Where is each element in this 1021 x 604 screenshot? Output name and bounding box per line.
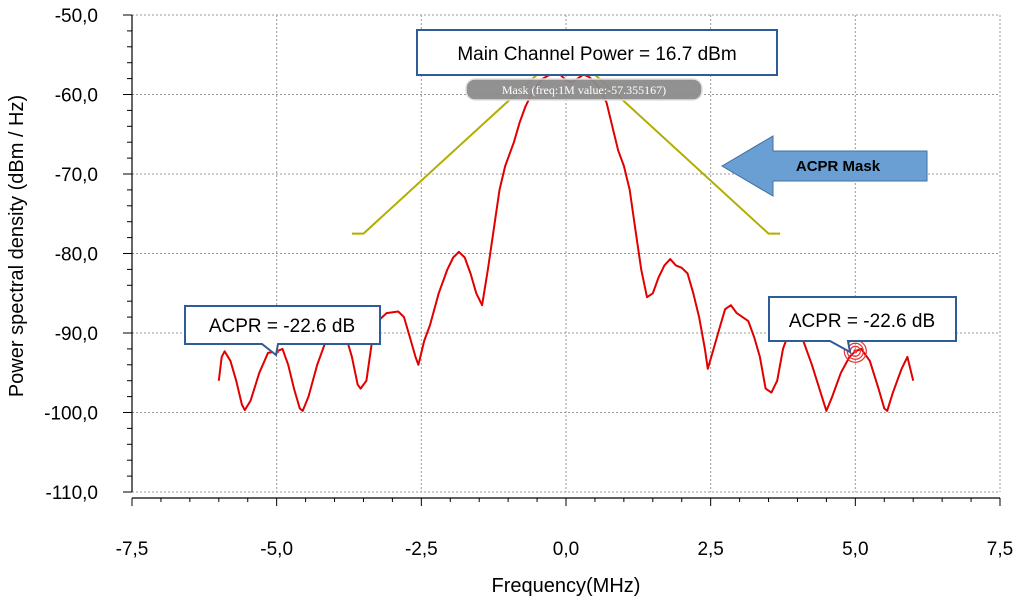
y-tick-label: -90,0 [55, 324, 98, 345]
acpr-marker-dot [853, 349, 858, 354]
x-tick-label: 0,0 [553, 539, 579, 560]
x-tick-label: 5,0 [842, 539, 868, 560]
x-tick-label: 7,5 [987, 539, 1013, 560]
main-channel-power-callout: Main Channel Power = 16.7 dBm [416, 29, 778, 76]
acpr-left-label: ACPR = -22.6 dB [209, 316, 355, 337]
x-tick-label: -7,5 [116, 539, 149, 560]
acpr-left-box [184, 305, 381, 357]
axes: -50,0 -60,0 -70,0 -80,0 -90,0 -100,0 -110,0 -7,… [44, 6, 1013, 560]
y-tick-label: -70,0 [55, 165, 98, 186]
x-tick-label: -5,0 [260, 539, 293, 560]
mask-tooltip-box [465, 78, 703, 101]
y-tick-label: -60,0 [55, 86, 98, 107]
mask-tooltip-text: Mask (freq:1M value:-57.355167) [502, 83, 666, 97]
y-tick-label: -110,0 [46, 483, 98, 504]
acpr-mask-arrow-label: ACPR Mask [796, 158, 881, 175]
acpr-right-label: ACPR = -22.6 dB [789, 311, 935, 332]
main-channel-power-label: Main Channel Power = 16.7 dBm [457, 44, 736, 65]
y-tick-label: -50,0 [55, 6, 98, 27]
y-axis-title: Power spectral density (dBm / Hz) [6, 95, 28, 397]
main-channel-power-box [416, 29, 778, 76]
acpr-right-box [768, 296, 957, 354]
acpr-mask-arrow-shape [721, 135, 928, 197]
y-tick-label: -100,0 [44, 404, 98, 425]
x-axis-title: Frequency(MHz) [492, 575, 641, 597]
acpr-mask-arrow: ACPR Mask [721, 135, 928, 197]
y-tick-label: -80,0 [55, 245, 98, 266]
x-tick-label: 2,5 [697, 539, 723, 560]
acpr-right-callout: ACPR = -22.6 dB [768, 296, 957, 354]
mask-tooltip: Mask (freq:1M value:-57.355167) [465, 78, 703, 101]
acpr-left-callout: ACPR = -22.6 dB [184, 305, 381, 357]
x-tick-label: -2,5 [405, 539, 438, 560]
